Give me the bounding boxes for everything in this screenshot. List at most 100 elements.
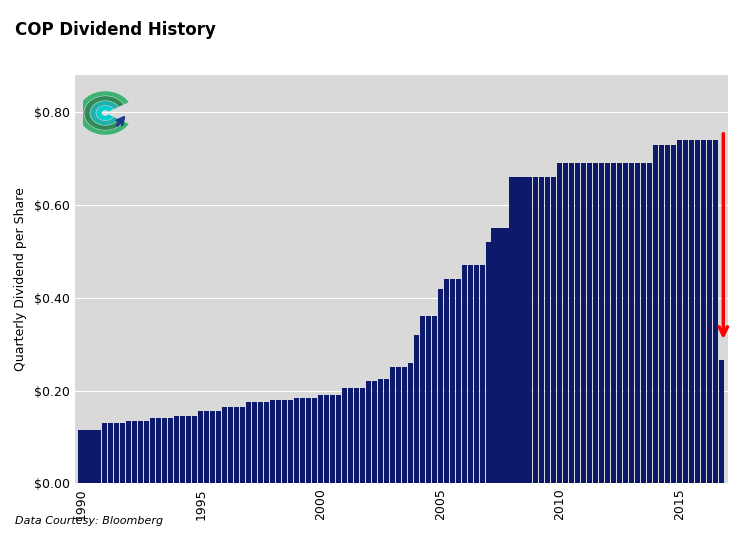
Bar — [318, 395, 323, 483]
Bar — [533, 177, 538, 483]
Wedge shape — [90, 101, 118, 125]
Bar — [408, 362, 413, 483]
Bar — [324, 395, 329, 483]
Bar — [701, 140, 706, 483]
Bar — [246, 402, 251, 483]
Bar — [509, 177, 515, 483]
Bar — [635, 163, 640, 483]
Bar — [103, 423, 107, 483]
Bar — [605, 163, 610, 483]
Bar — [342, 388, 347, 483]
Bar — [252, 402, 257, 483]
Bar — [264, 402, 269, 483]
Bar — [623, 163, 628, 483]
Bar — [485, 242, 490, 483]
Bar — [719, 360, 724, 483]
Bar — [599, 163, 604, 483]
Bar — [276, 400, 281, 483]
Bar — [234, 407, 239, 483]
Bar — [551, 177, 556, 483]
Bar — [437, 288, 442, 483]
Bar — [156, 418, 161, 483]
Bar — [144, 420, 149, 483]
Bar — [114, 423, 119, 483]
Wedge shape — [96, 106, 113, 120]
Bar — [222, 407, 227, 483]
Bar — [617, 163, 622, 483]
Bar — [120, 423, 125, 483]
Bar — [677, 140, 682, 483]
Bar — [557, 163, 562, 483]
Bar — [378, 379, 382, 483]
Bar — [198, 411, 203, 483]
Bar — [258, 402, 263, 483]
Bar — [384, 379, 388, 483]
Bar — [527, 177, 532, 483]
Bar — [294, 397, 299, 483]
Bar — [569, 163, 574, 483]
Bar — [97, 430, 101, 483]
Bar — [426, 316, 430, 483]
Bar — [467, 265, 472, 483]
Bar — [563, 163, 568, 483]
Bar — [443, 279, 448, 483]
Bar — [372, 381, 376, 483]
Bar — [366, 381, 370, 483]
Bar — [503, 228, 509, 483]
Bar — [108, 423, 113, 483]
Bar — [683, 140, 688, 483]
Bar — [79, 430, 83, 483]
Bar — [186, 416, 191, 483]
Bar — [587, 163, 592, 483]
Bar — [282, 400, 287, 483]
Bar — [713, 140, 718, 483]
Wedge shape — [78, 91, 129, 135]
Bar — [85, 430, 89, 483]
Bar — [593, 163, 598, 483]
Bar — [473, 265, 478, 483]
Bar — [707, 140, 712, 483]
Text: COP Dividend History: COP Dividend History — [15, 21, 216, 40]
Bar — [402, 367, 406, 483]
Bar — [653, 145, 658, 483]
Bar — [396, 367, 400, 483]
Bar — [539, 177, 544, 483]
Bar — [168, 418, 173, 483]
Bar — [449, 279, 454, 483]
Bar — [360, 388, 365, 483]
Bar — [647, 163, 652, 483]
Bar — [138, 420, 143, 483]
Bar — [497, 228, 502, 483]
FancyArrowPatch shape — [117, 118, 124, 126]
Bar — [414, 335, 419, 483]
Bar — [629, 163, 634, 483]
Bar — [689, 140, 694, 483]
Bar — [695, 140, 700, 483]
Bar — [348, 388, 353, 483]
Bar — [581, 163, 586, 483]
Bar — [641, 163, 646, 483]
Bar — [210, 411, 215, 483]
Bar — [515, 177, 520, 483]
Bar — [545, 177, 550, 483]
Bar — [491, 228, 496, 483]
Bar — [270, 400, 275, 483]
Bar — [432, 316, 436, 483]
Bar — [575, 163, 580, 483]
Bar — [455, 279, 460, 483]
Bar — [174, 416, 179, 483]
Bar — [659, 145, 664, 483]
Bar — [521, 177, 526, 483]
Bar — [216, 411, 221, 483]
Bar — [671, 145, 676, 483]
Bar — [665, 145, 670, 483]
Bar — [306, 397, 311, 483]
Bar — [312, 397, 317, 483]
Bar — [479, 265, 484, 483]
Bar — [228, 407, 233, 483]
Bar — [91, 430, 95, 483]
Bar — [180, 416, 185, 483]
Bar — [162, 418, 167, 483]
Bar — [336, 395, 341, 483]
Bar — [288, 400, 293, 483]
